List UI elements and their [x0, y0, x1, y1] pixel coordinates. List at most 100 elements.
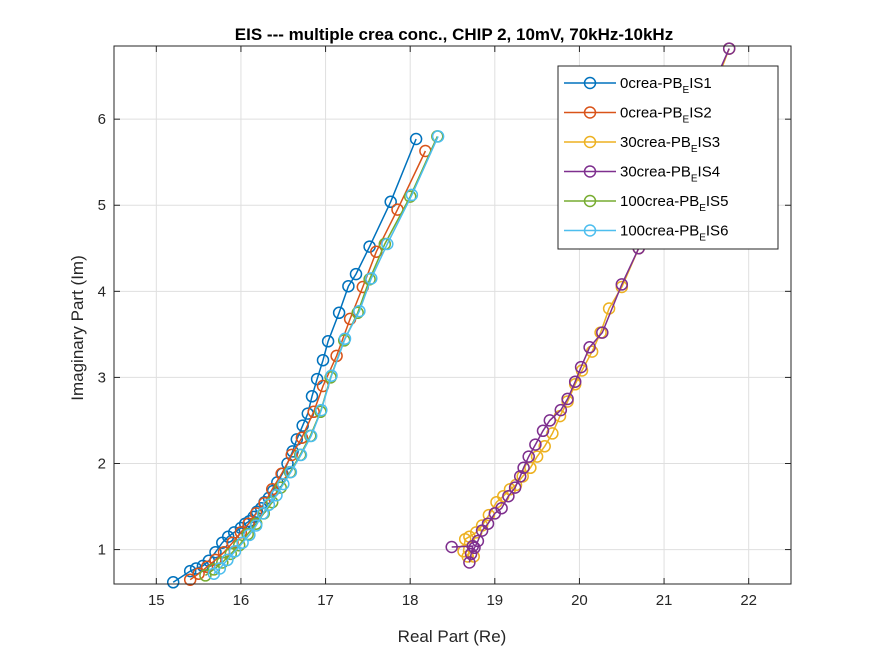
data-point [365, 272, 378, 285]
x-tick-label: 17 [317, 592, 334, 609]
legend-label: 100crea-PBEIS6 [620, 223, 728, 244]
data-point [538, 440, 551, 453]
data-point [381, 237, 394, 251]
data-point [183, 573, 197, 586]
data-point [403, 190, 417, 203]
data-point [221, 553, 234, 567]
y-tick-label: 5 [98, 197, 106, 214]
y-tick-label: 3 [98, 369, 106, 386]
data-point [228, 545, 242, 558]
y-tick-label: 4 [98, 283, 106, 300]
x-tick-label: 19 [486, 592, 503, 609]
y-axis-label: Imaginary Part (Im) [68, 255, 87, 400]
legend: 0crea-PBEIS1 0crea-PBEIS2 30crea-PBEIS3 30c… [557, 65, 779, 250]
data-point [445, 540, 458, 554]
data-point [574, 360, 588, 374]
y-tick-label: 1 [98, 542, 106, 559]
data-point [513, 470, 527, 483]
legend-label: 30crea-PBEIS4 [620, 164, 720, 185]
legend-box [557, 65, 779, 250]
data-point [183, 564, 197, 578]
data-point [332, 306, 346, 320]
data-point [353, 304, 366, 318]
data-point [274, 481, 287, 494]
data-point [463, 556, 476, 569]
data-point [458, 532, 472, 546]
legend-item: 0crea-PBEIS2 [564, 105, 712, 126]
data-point [349, 267, 363, 281]
data-point [536, 424, 550, 438]
legend-label: 0crea-PBEIS2 [620, 105, 712, 126]
legend-item: 30crea-PBEIS3 [564, 134, 720, 155]
data-point [461, 550, 474, 563]
data-point [351, 306, 364, 320]
legend-label: 100crea-PBEIS5 [620, 193, 728, 214]
data-point [502, 489, 515, 503]
data-point [166, 576, 180, 589]
data-point [568, 375, 582, 388]
data-point [517, 461, 530, 475]
x-tick-label: 21 [656, 592, 673, 609]
data-point [488, 507, 502, 520]
series-6 [207, 130, 445, 580]
data-point [554, 403, 568, 417]
data-point [529, 438, 542, 451]
data-point [305, 390, 319, 403]
data-point [338, 332, 352, 345]
data-point [464, 547, 478, 561]
x-tick-label: 16 [233, 592, 250, 609]
axis-ticks: 15 16 17 18 19 20 21 22 1 2 3 4 5 6 [98, 46, 791, 609]
data-point [285, 448, 298, 462]
data-point [270, 489, 283, 502]
legend-item: 100crea-PBEIS5 [564, 193, 728, 214]
x-tick-label: 18 [402, 592, 419, 609]
data-point [216, 536, 229, 549]
data-point [307, 405, 320, 419]
chart-title: EIS --- multiple crea conc., CHIP 2, 10m… [235, 25, 673, 44]
x-axis-label: Real Part (Re) [398, 627, 507, 646]
data-point [431, 130, 445, 143]
data-point [522, 450, 535, 463]
data-point [243, 528, 256, 542]
data-point [466, 539, 480, 553]
legend-marker [583, 135, 597, 149]
data-point [200, 560, 214, 574]
y-tick-label: 6 [98, 111, 106, 128]
legend-item: 30crea-PBEIS4 [564, 164, 720, 185]
legend-item: 100crea-PBEIS6 [564, 223, 728, 244]
data-point [530, 450, 544, 463]
data-point [265, 495, 279, 509]
data-point [468, 541, 481, 555]
data-point [304, 429, 318, 443]
data-point [546, 427, 559, 440]
data-point [316, 353, 330, 367]
data-point [277, 477, 290, 491]
data-point [543, 414, 557, 427]
x-tick-label: 22 [740, 592, 757, 609]
data-point [384, 195, 397, 209]
data-point [262, 498, 276, 512]
data-point [295, 431, 309, 444]
data-point [409, 132, 423, 146]
legend-item: 0crea-PBEIS1 [564, 75, 712, 96]
data-point [236, 536, 249, 549]
y-tick-label: 2 [98, 455, 106, 472]
legend-marker [583, 106, 597, 119]
data-point [475, 524, 489, 537]
data-point [249, 519, 263, 532]
data-point [321, 335, 335, 348]
data-point [325, 369, 338, 382]
data-point [256, 507, 270, 520]
axes-box [113, 45, 792, 585]
series-line [204, 136, 438, 577]
data-point [561, 392, 574, 406]
legend-marker [583, 165, 597, 178]
x-tick-label: 15 [148, 592, 165, 609]
data-point [294, 448, 308, 462]
data-point [508, 481, 522, 494]
legend-marker [583, 224, 597, 237]
data-point [596, 326, 609, 339]
data-point [192, 567, 205, 580]
data-point [209, 545, 222, 559]
